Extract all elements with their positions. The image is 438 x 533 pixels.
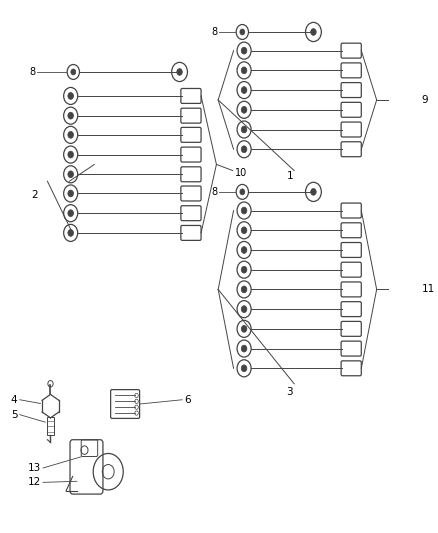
Circle shape [241, 326, 246, 332]
Circle shape [68, 190, 73, 197]
Text: 11: 11 [420, 285, 434, 294]
Circle shape [241, 247, 246, 253]
Circle shape [239, 29, 244, 35]
Circle shape [241, 227, 246, 233]
Circle shape [134, 399, 138, 403]
Circle shape [241, 365, 246, 372]
Text: 8: 8 [29, 67, 35, 77]
Circle shape [68, 151, 73, 158]
Circle shape [241, 47, 246, 54]
Circle shape [177, 69, 182, 75]
Circle shape [68, 93, 73, 99]
Circle shape [134, 393, 138, 398]
Circle shape [241, 286, 246, 293]
Circle shape [241, 306, 246, 312]
Circle shape [310, 189, 315, 195]
Circle shape [241, 107, 246, 113]
Circle shape [71, 69, 76, 75]
Circle shape [241, 67, 246, 74]
Text: 8: 8 [211, 27, 217, 37]
Text: 4: 4 [11, 395, 18, 405]
Circle shape [241, 345, 246, 352]
Circle shape [241, 146, 246, 152]
Text: 6: 6 [184, 395, 191, 405]
Text: 5: 5 [11, 410, 18, 419]
Text: 13: 13 [28, 463, 41, 473]
Circle shape [68, 171, 73, 177]
Text: 9: 9 [420, 95, 427, 105]
Circle shape [239, 189, 244, 195]
Circle shape [68, 132, 73, 138]
Text: 3: 3 [286, 387, 293, 397]
Text: 8: 8 [211, 187, 217, 197]
Circle shape [241, 87, 246, 93]
Circle shape [241, 207, 246, 214]
Circle shape [134, 405, 138, 409]
Text: 2: 2 [31, 190, 38, 199]
Circle shape [241, 266, 246, 273]
Text: 10: 10 [234, 168, 247, 177]
Circle shape [68, 230, 73, 236]
Circle shape [68, 210, 73, 216]
Text: 1: 1 [286, 171, 293, 181]
Circle shape [134, 411, 138, 415]
Text: 12: 12 [28, 478, 41, 487]
Circle shape [68, 112, 73, 119]
Circle shape [241, 126, 246, 133]
Circle shape [310, 29, 315, 35]
